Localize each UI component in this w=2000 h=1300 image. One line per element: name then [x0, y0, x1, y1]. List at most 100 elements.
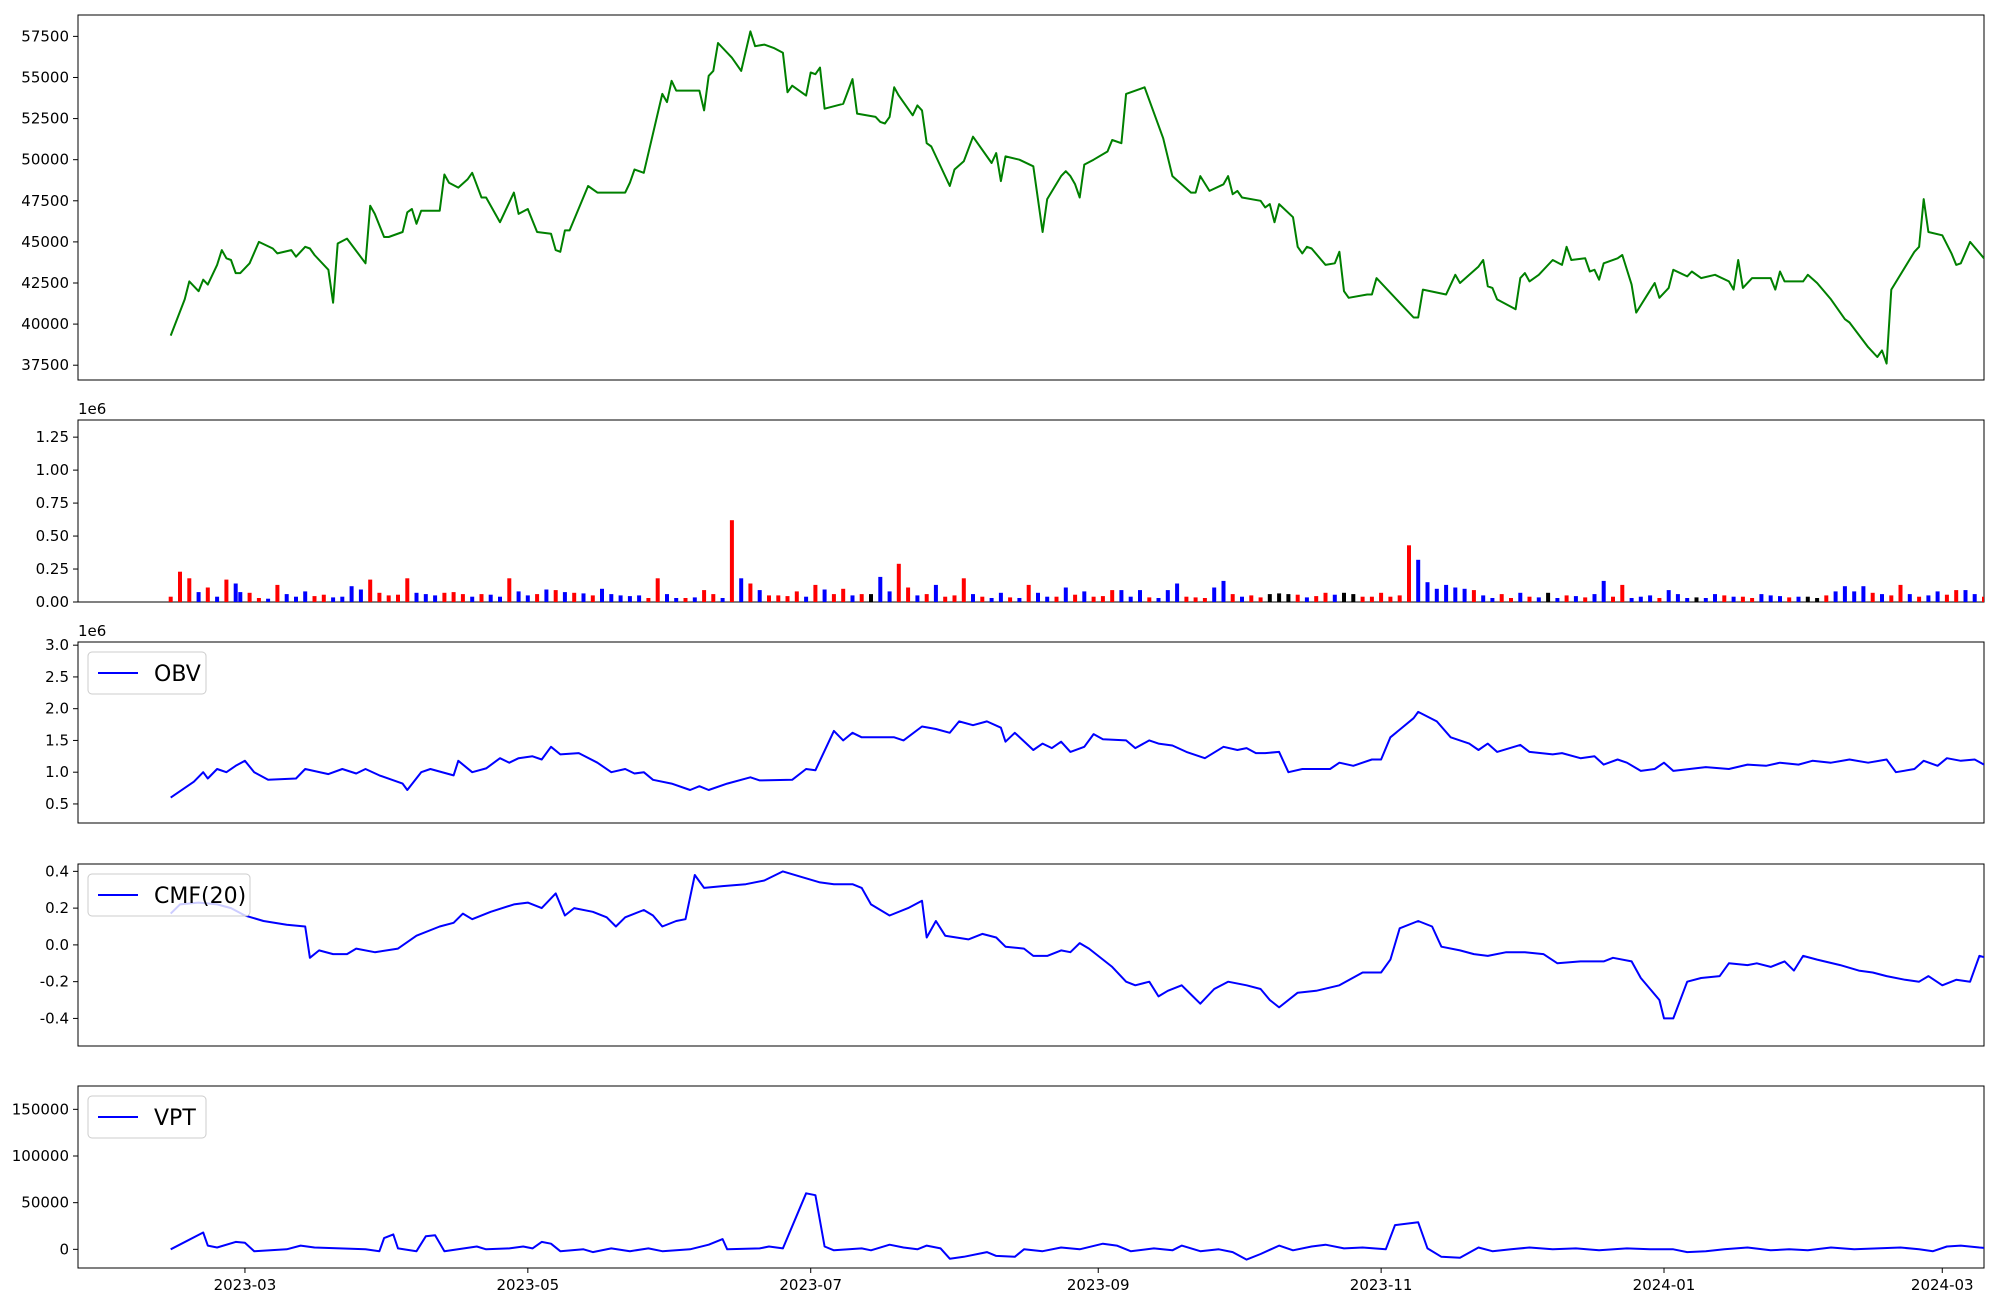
volume-bar [1954, 590, 1959, 602]
volume-bar [1453, 587, 1458, 602]
volume-bar [1694, 597, 1699, 602]
volume-bar [1082, 591, 1087, 602]
obv-legend: OBV [87, 651, 207, 695]
volume-bar [1314, 596, 1319, 602]
volume-bar [1620, 584, 1625, 602]
volume-bar [1972, 594, 1977, 602]
volume-bar [822, 589, 827, 602]
volume-bar [618, 595, 623, 602]
volume-bar [368, 579, 373, 602]
volume-bar [340, 596, 345, 602]
volume-bar [544, 589, 549, 602]
volume-bar [1425, 582, 1430, 602]
volume-bar [479, 594, 484, 602]
volume-bar [952, 595, 957, 602]
volume-ytick-label: 0.50 [36, 527, 69, 545]
volume-bar [1573, 596, 1578, 602]
price-plot-area [169, 30, 1984, 365]
volume-bar [1175, 583, 1180, 602]
volume-bar [414, 592, 419, 602]
volume-bar [1230, 594, 1235, 602]
volume-bar [1332, 594, 1337, 602]
volume-bar [1026, 584, 1031, 602]
obv-ytick-label: 2.0 [45, 700, 69, 718]
volume-bar [266, 598, 271, 602]
volume-bar [1156, 598, 1161, 602]
volume-bar [971, 594, 975, 602]
volume-bar [516, 591, 521, 602]
xtick-label: 2024-01 [1633, 1276, 1696, 1294]
volume-ytick-label: 0.00 [36, 593, 69, 611]
volume-bar [275, 584, 280, 602]
volume-bar [233, 583, 238, 602]
volume-bar [1583, 597, 1588, 602]
volume-bar [1091, 596, 1096, 602]
vpt-ytick-label: 50000 [21, 1194, 69, 1212]
vpt-axes-frame [77, 1085, 1985, 1269]
volume-bar [572, 592, 577, 602]
volume-bar [1870, 592, 1875, 602]
volume-bar [1249, 595, 1254, 602]
volume-bar [215, 596, 220, 602]
volume-bar [1304, 597, 1309, 602]
volume-bar [729, 520, 734, 602]
obv-ytick-label: 1.0 [45, 763, 69, 781]
volume-bar [943, 596, 948, 602]
volume-bar [692, 597, 697, 602]
price-ytick-label: 52500 [21, 110, 69, 128]
volume-bar [238, 592, 243, 602]
volume-bar [321, 594, 326, 602]
volume-bar [655, 578, 660, 602]
volume-bar [739, 578, 744, 602]
volume-bar [1917, 596, 1922, 602]
volume-bar [1008, 597, 1013, 602]
volume-bar [831, 594, 836, 602]
cmf-ytick-label: 0.0 [45, 936, 69, 954]
volume-ytick-label: 1.00 [36, 461, 69, 479]
cmf-series-line [169, 870, 1984, 1020]
volume-bar [1258, 597, 1263, 602]
volume-panel: 0.00 0.25 0.50 0.75 1.00 1.25 1e6 [36, 400, 1985, 611]
xtick-label: 2023-07 [779, 1276, 842, 1294]
cmf-axes-frame [77, 863, 1985, 1047]
volume-ytick-label: 0.75 [36, 494, 69, 512]
volume-bar [859, 594, 864, 602]
volume-bar [1397, 595, 1402, 602]
volume-bar [1054, 596, 1059, 602]
volume-ytick-label: 1.25 [36, 428, 69, 446]
volume-bar [581, 593, 586, 602]
obv-legend-label: OBV [154, 662, 201, 687]
cmf-ytick-label: -0.4 [40, 1009, 69, 1027]
volume-bar [1045, 596, 1050, 602]
volume-bar [1731, 596, 1736, 602]
volume-bar [1963, 590, 1968, 602]
volume-bar [525, 595, 530, 602]
volume-bar [1638, 596, 1643, 602]
volume-bar [1369, 596, 1374, 602]
vpt-legend: VPT [87, 1095, 207, 1139]
vpt-ytick-label: 100000 [12, 1147, 69, 1165]
volume-bar [349, 586, 354, 602]
volume-bar [869, 594, 873, 602]
volume-bar [1184, 596, 1189, 602]
cmf-plot-area [169, 870, 1984, 1020]
obv-axes-frame [77, 641, 1985, 824]
volume-bar [1926, 595, 1931, 602]
volume-bar [785, 596, 790, 602]
volume-bar [1555, 598, 1560, 602]
volume-bar [961, 578, 966, 602]
volume-bar [1685, 598, 1690, 602]
volume-bar [896, 563, 901, 602]
volume-axes-frame [77, 419, 1985, 603]
volume-bar [1147, 597, 1152, 602]
volume-bar [1880, 594, 1884, 602]
volume-bar [562, 592, 567, 602]
volume-bar [720, 598, 725, 602]
volume-bar [887, 591, 892, 602]
volume-plot-area [168, 520, 1984, 602]
price-ytick-label: 55000 [21, 68, 69, 86]
volume-bar [1462, 588, 1467, 602]
volume-bar [702, 590, 707, 602]
volume-bar [1740, 596, 1745, 602]
volume-bar [331, 597, 336, 602]
